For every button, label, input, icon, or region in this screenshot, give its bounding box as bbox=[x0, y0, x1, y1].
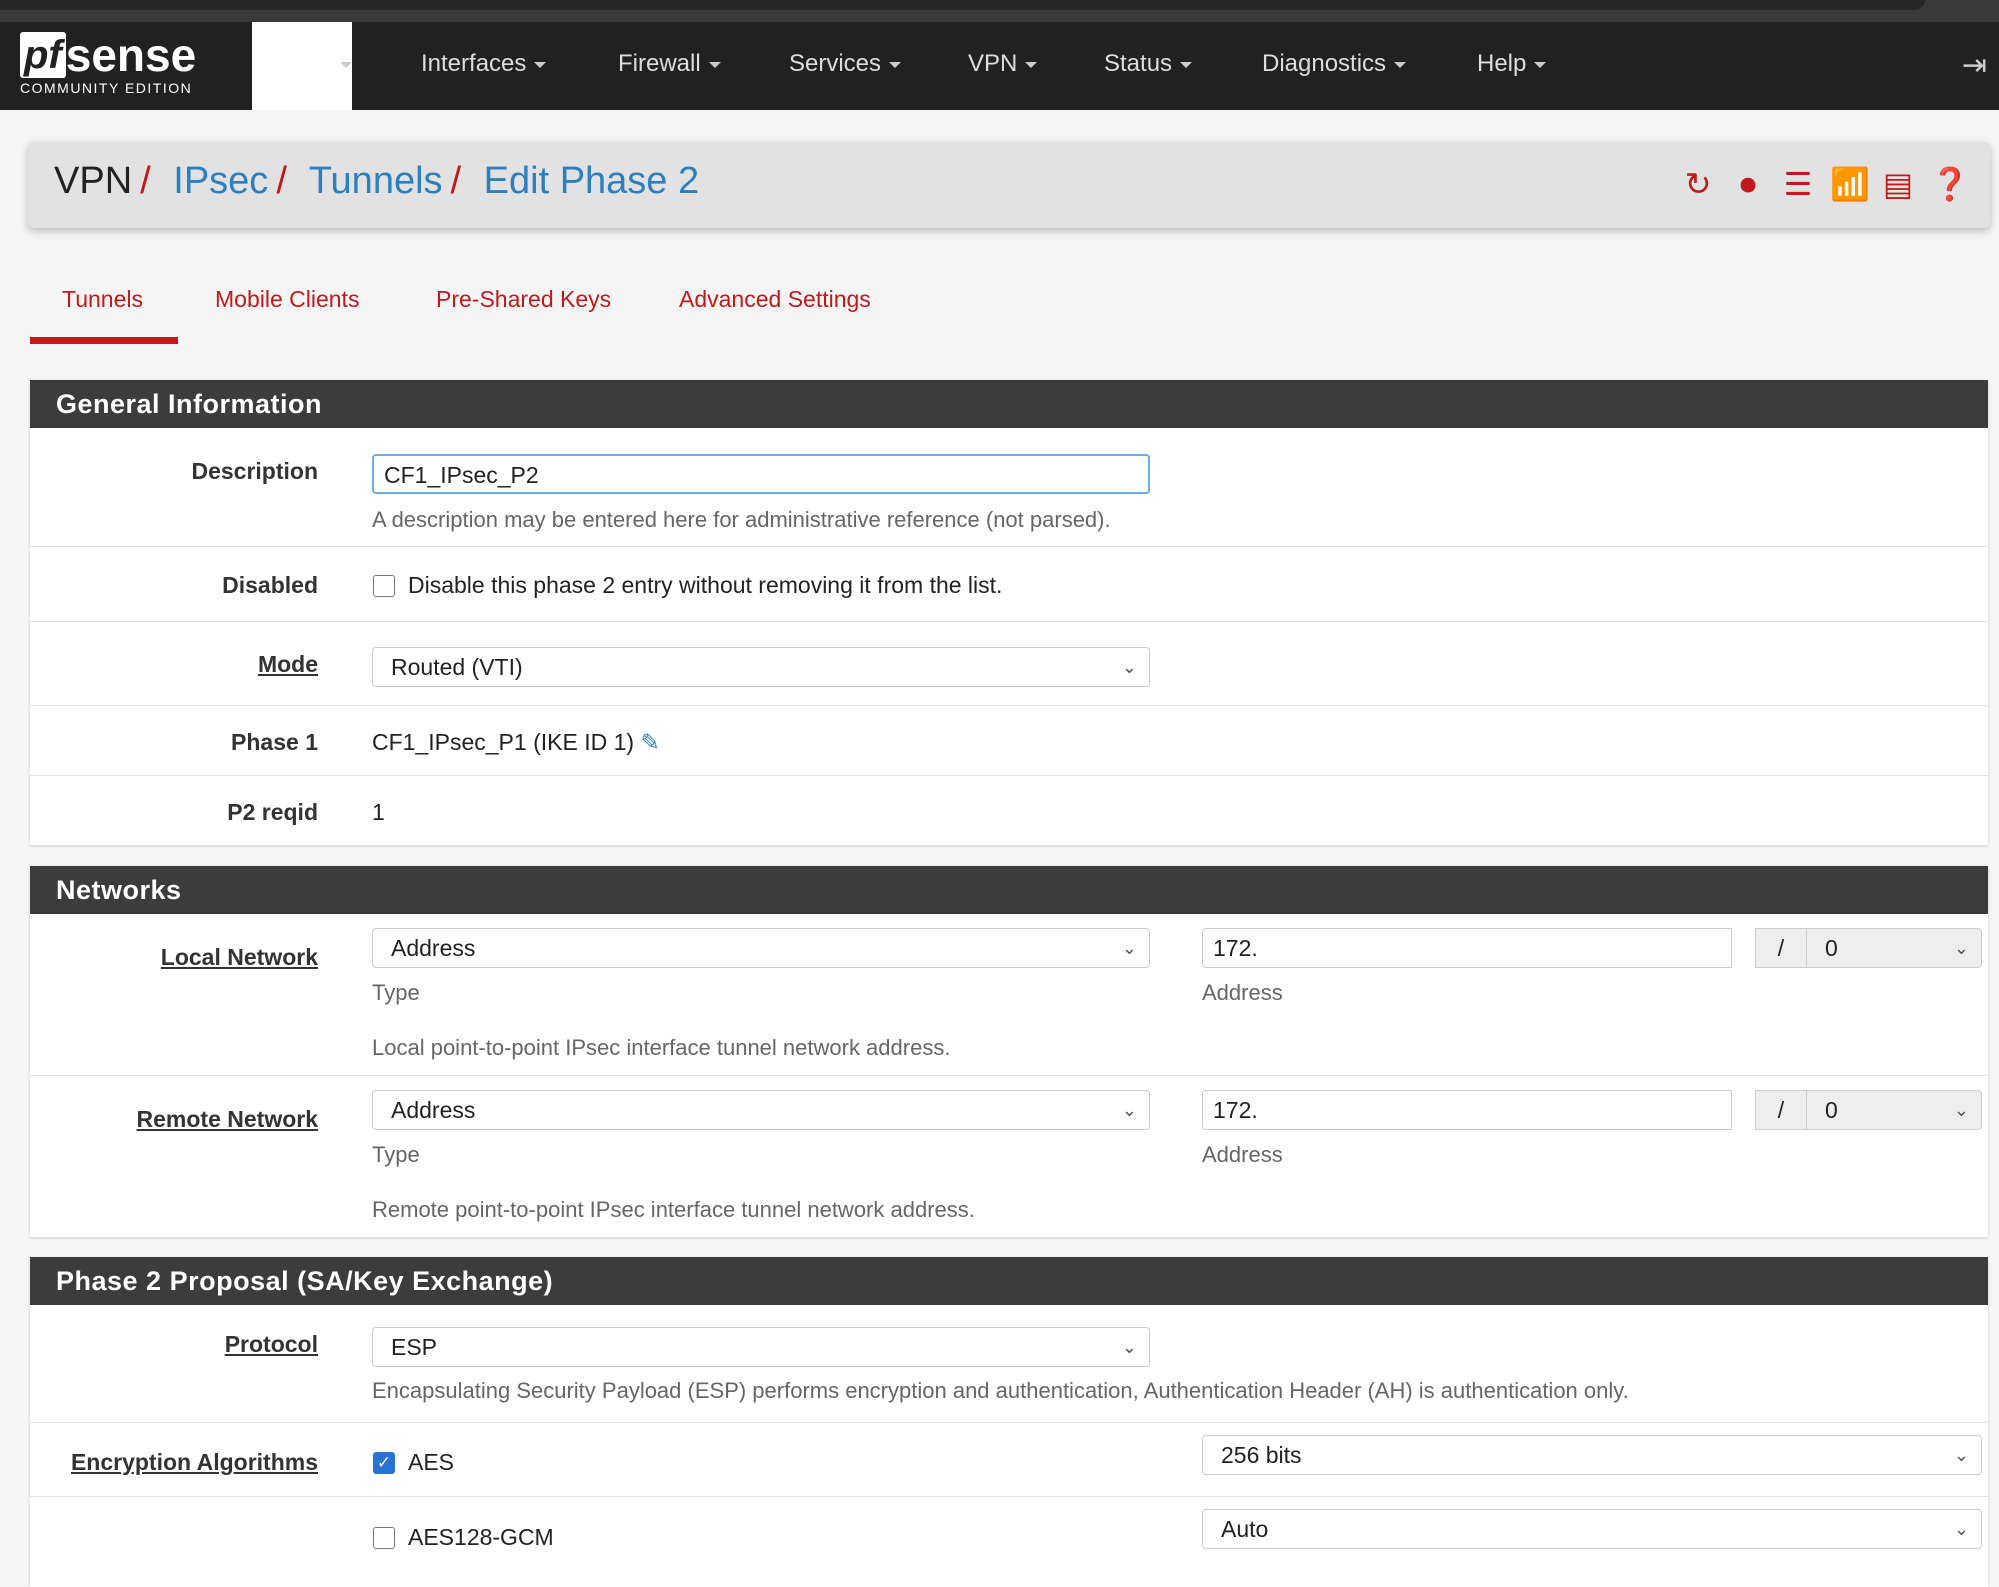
encryption-algorithms-label[interactable]: Encryption Algorithms bbox=[70, 1449, 318, 1475]
menu-firewall[interactable]: Firewall bbox=[618, 22, 721, 110]
section-title: Networks bbox=[30, 866, 1988, 914]
section-title: General Information bbox=[30, 380, 1988, 428]
remote-network-label[interactable]: Remote Network bbox=[136, 1106, 318, 1132]
local-mask-select[interactable]: 0 ⌄ bbox=[1806, 928, 1982, 968]
chevron-down-icon: ⌄ bbox=[1953, 1445, 1969, 1465]
aes-checkbox[interactable]: ✓ bbox=[373, 1452, 395, 1474]
remote-address-label: Address bbox=[1202, 1142, 1283, 1167]
breadcrumb-vpn: VPN bbox=[54, 160, 133, 202]
local-address-label: Address bbox=[1202, 980, 1283, 1005]
description-input[interactable]: CF1_IPsec_P2 bbox=[372, 454, 1150, 494]
top-navbar: pfsense COMMUNITY EDITION System Interfa… bbox=[0, 22, 1999, 110]
restart-icon[interactable]: ↻ bbox=[1684, 166, 1712, 202]
help-icon[interactable]: ❓ bbox=[1930, 166, 1970, 202]
tab-tunnels[interactable]: Tunnels bbox=[62, 286, 143, 312]
protocol-select[interactable]: ESP ⌄ bbox=[372, 1327, 1150, 1367]
chevron-down-icon: ⌄ bbox=[1121, 1337, 1137, 1357]
menu-help[interactable]: Help bbox=[1477, 22, 1547, 110]
local-type-label: Type bbox=[372, 980, 420, 1005]
disabled-label: Disabled bbox=[222, 572, 318, 598]
chevron-down-icon: ⌄ bbox=[1121, 938, 1137, 958]
pfsense-logo[interactable]: pfsense COMMUNITY EDITION bbox=[20, 29, 197, 96]
local-network-type-select[interactable]: Address ⌄ bbox=[372, 928, 1150, 968]
breadcrumb-ipsec[interactable]: IPsec bbox=[173, 160, 269, 202]
tab-advanced-settings[interactable]: Advanced Settings bbox=[679, 286, 871, 312]
protocol-help: Encapsulating Security Payload (ESP) per… bbox=[372, 1378, 1629, 1403]
aes-label: AES bbox=[408, 1449, 455, 1475]
protocol-label[interactable]: Protocol bbox=[224, 1331, 318, 1357]
menu-interfaces[interactable]: Interfaces bbox=[421, 22, 547, 110]
settings-sliders-icon[interactable]: ☰ bbox=[1783, 166, 1813, 202]
aes128-gcm-label: AES128-GCM bbox=[408, 1524, 554, 1550]
section-title: Phase 2 Proposal (SA/Key Exchange) bbox=[30, 1257, 1988, 1305]
log-list-icon[interactable]: ▤ bbox=[1882, 166, 1914, 202]
remote-mask-select[interactable]: 0 ⌄ bbox=[1806, 1090, 1982, 1130]
phase1-value: CF1_IPsec_P1 (IKE ID 1) bbox=[372, 729, 635, 755]
local-network-help: Local point-to-point IPsec interface tun… bbox=[372, 1035, 951, 1060]
mode-select[interactable]: Routed (VTI) ⌄ bbox=[372, 647, 1150, 687]
disabled-checkbox[interactable] bbox=[373, 575, 395, 597]
networks-panel: Networks Local Network Address ⌄ Type 172… bbox=[30, 866, 1988, 1237]
local-network-label[interactable]: Local Network bbox=[160, 944, 318, 970]
cidr-slash: / bbox=[1755, 928, 1807, 968]
breadcrumb: VPN / IPsec / Tunnels / Edit Phase 2 ↻ ⏺ ☰ … bbox=[28, 142, 1990, 228]
disabled-text: Disable this phase 2 entry without remov… bbox=[408, 572, 1003, 598]
cidr-slash: / bbox=[1755, 1090, 1807, 1130]
aes-keylen-select[interactable]: 256 bits ⌄ bbox=[1202, 1435, 1982, 1475]
menu-system[interactable]: System bbox=[252, 22, 353, 110]
local-address-input[interactable]: 172. bbox=[1202, 928, 1732, 968]
remote-network-help: Remote point-to-point IPsec interface tu… bbox=[372, 1197, 975, 1222]
general-information-panel: General Information Description CF1_IPse… bbox=[30, 380, 1988, 845]
menu-diagnostics[interactable]: Diagnostics bbox=[1262, 22, 1407, 110]
chevron-down-icon: ⌄ bbox=[1121, 657, 1137, 677]
p2reqid-value: 1 bbox=[372, 799, 385, 825]
p2reqid-label: P2 reqid bbox=[227, 799, 318, 825]
menu-services[interactable]: Services bbox=[789, 22, 902, 110]
pencil-icon[interactable]: ✎ bbox=[640, 729, 660, 755]
mode-label[interactable]: Mode bbox=[257, 651, 318, 677]
remote-address-input[interactable]: 172. bbox=[1202, 1090, 1732, 1130]
breadcrumb-edit-phase-2[interactable]: Edit Phase 2 bbox=[483, 160, 700, 202]
tab-pre-shared-keys[interactable]: Pre-Shared Keys bbox=[436, 286, 612, 312]
active-tab-indicator bbox=[30, 337, 178, 344]
chevron-down-icon: ⌄ bbox=[1121, 1100, 1137, 1120]
window-top-strip bbox=[0, 0, 1999, 22]
menu-status[interactable]: Status bbox=[1104, 22, 1193, 110]
description-label: Description bbox=[191, 458, 318, 484]
chevron-down-icon: ⌄ bbox=[1953, 1100, 1969, 1120]
phase2-proposal-panel: Phase 2 Proposal (SA/Key Exchange) Proto… bbox=[30, 1257, 1988, 1587]
aes128-gcm-checkbox[interactable] bbox=[373, 1527, 395, 1549]
stop-icon[interactable]: ⏺ bbox=[1739, 166, 1756, 202]
bar-chart-icon[interactable]: 📶 bbox=[1830, 166, 1870, 202]
breadcrumb-tunnels[interactable]: Tunnels bbox=[308, 160, 443, 202]
remote-network-type-select[interactable]: Address ⌄ bbox=[372, 1090, 1150, 1130]
description-help: A description may be entered here for ad… bbox=[372, 507, 1111, 532]
remote-type-label: Type bbox=[372, 1142, 420, 1167]
chevron-down-icon: ⌄ bbox=[1953, 1519, 1969, 1539]
phase1-label: Phase 1 bbox=[231, 729, 318, 755]
menu-vpn[interactable]: VPN bbox=[968, 22, 1038, 110]
logout-icon[interactable]: ⇥ bbox=[1961, 49, 1987, 82]
tab-mobile-clients[interactable]: Mobile Clients bbox=[215, 286, 360, 312]
chevron-down-icon: ⌄ bbox=[1953, 938, 1969, 958]
aes128-gcm-keylen-select[interactable]: Auto ⌄ bbox=[1202, 1509, 1982, 1549]
